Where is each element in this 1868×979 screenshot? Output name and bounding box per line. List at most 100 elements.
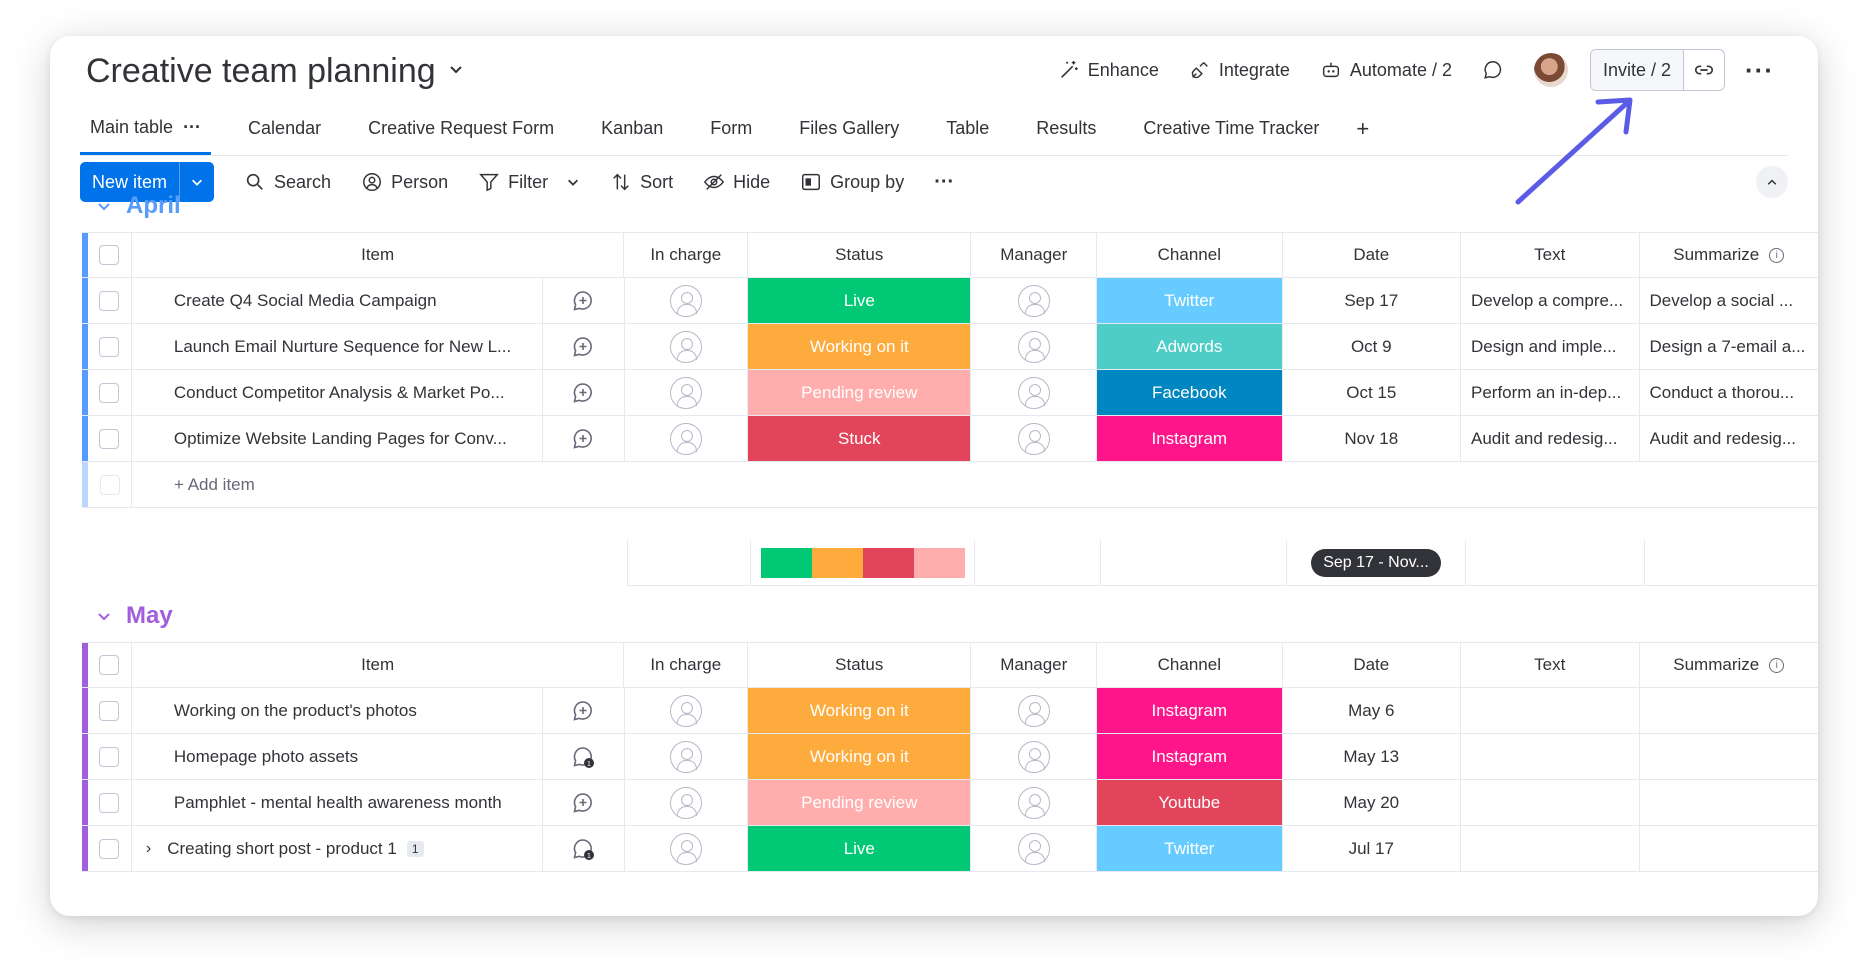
- status-cell[interactable]: Pending review: [748, 370, 972, 415]
- date-cell[interactable]: Sep 17: [1283, 278, 1461, 323]
- tab-kanban[interactable]: Kanban: [591, 102, 673, 155]
- text-cell[interactable]: [1461, 780, 1640, 825]
- text-cell[interactable]: Design and imple...: [1461, 324, 1640, 369]
- add-view-button[interactable]: +: [1356, 115, 1370, 141]
- updates-cell[interactable]: 1: [543, 826, 625, 871]
- more-options-icon[interactable]: ···: [1745, 54, 1774, 85]
- in-charge-cell[interactable]: [625, 688, 749, 733]
- date-cell[interactable]: Nov 18: [1283, 416, 1461, 461]
- info-icon[interactable]: i: [1769, 657, 1785, 673]
- status-cell[interactable]: Live: [748, 826, 972, 871]
- hide-button[interactable]: Hide: [703, 171, 770, 193]
- channel-cell[interactable]: Instagram: [1097, 688, 1283, 733]
- chevron-down-icon[interactable]: [566, 175, 580, 189]
- item-cell[interactable]: Conduct Competitor Analysis & Market Po.…: [132, 370, 543, 415]
- checkbox-cell[interactable]: [88, 416, 132, 461]
- checkbox[interactable]: [99, 245, 120, 265]
- status-cell[interactable]: Pending review: [748, 780, 972, 825]
- in-charge-cell[interactable]: [625, 734, 749, 779]
- column-header-text[interactable]: Text: [1461, 643, 1640, 687]
- summary-date[interactable]: Sep 17 - Nov...: [1287, 540, 1466, 586]
- column-header-text[interactable]: Text: [1461, 233, 1640, 277]
- group-header-may[interactable]: May: [96, 602, 173, 630]
- summarize-cell[interactable]: Audit and redesig...: [1640, 416, 1819, 461]
- status-cell[interactable]: Working on it: [748, 688, 972, 733]
- add-item-input[interactable]: + Add item: [174, 474, 255, 494]
- group-header-april[interactable]: April: [96, 192, 181, 220]
- copy-link-button[interactable]: [1684, 50, 1724, 90]
- manager-cell[interactable]: [971, 370, 1098, 415]
- column-header-channel[interactable]: Channel: [1097, 233, 1283, 277]
- updates-cell[interactable]: [543, 278, 625, 323]
- updates-cell[interactable]: [543, 370, 625, 415]
- collapse-header-button[interactable]: [1756, 166, 1788, 198]
- checkbox[interactable]: [99, 655, 120, 675]
- manager-cell[interactable]: [971, 416, 1098, 461]
- table-row[interactable]: Optimize Website Landing Pages for Conv.…: [82, 416, 1818, 462]
- date-cell[interactable]: Jul 17: [1283, 826, 1461, 871]
- checkbox[interactable]: [99, 428, 120, 449]
- checkbox[interactable]: [99, 382, 120, 403]
- item-cell[interactable]: Pamphlet - mental health awareness month: [132, 780, 543, 825]
- summarize-cell[interactable]: [1640, 734, 1819, 779]
- more-toolbar-icon[interactable]: ···: [934, 170, 955, 193]
- checkbox-cell[interactable]: [88, 688, 132, 733]
- date-range-chip[interactable]: Sep 17 - Nov...: [1311, 548, 1441, 577]
- board-title[interactable]: Creative team planning: [86, 46, 464, 96]
- in-charge-cell[interactable]: [625, 416, 749, 461]
- column-header-date[interactable]: Date: [1283, 643, 1462, 687]
- summarize-cell[interactable]: [1640, 688, 1819, 733]
- table-row[interactable]: Create Q4 Social Media Campaign Live Twi…: [82, 278, 1818, 324]
- in-charge-cell[interactable]: [625, 278, 749, 323]
- manager-cell[interactable]: [971, 278, 1098, 323]
- status-cell[interactable]: Working on it: [748, 324, 972, 369]
- checkbox[interactable]: [99, 700, 120, 721]
- text-cell[interactable]: Audit and redesig...: [1461, 416, 1640, 461]
- column-header-in-charge[interactable]: In charge: [624, 233, 749, 277]
- new-item-button[interactable]: New item: [80, 162, 181, 202]
- table-row[interactable]: Launch Email Nurture Sequence for New L.…: [82, 324, 1818, 370]
- channel-cell[interactable]: Twitter: [1097, 278, 1283, 323]
- manager-cell[interactable]: [971, 324, 1098, 369]
- checkbox-cell[interactable]: [88, 780, 132, 825]
- column-header-manager[interactable]: Manager: [971, 643, 1098, 687]
- invite-button[interactable]: Invite / 2: [1590, 50, 1685, 90]
- channel-cell[interactable]: Instagram: [1097, 416, 1283, 461]
- updates-cell[interactable]: 1: [543, 734, 625, 779]
- status-cell[interactable]: Live: [748, 278, 972, 323]
- tab-files-gallery[interactable]: Files Gallery: [789, 102, 909, 155]
- table-row[interactable]: › Creating short post - product 1 1 1 Li…: [82, 826, 1818, 872]
- date-cell[interactable]: May 13: [1283, 734, 1461, 779]
- chevron-right-icon[interactable]: ›: [145, 839, 152, 857]
- in-charge-cell[interactable]: [625, 826, 749, 871]
- updates-cell[interactable]: [543, 324, 625, 369]
- checkbox-cell[interactable]: [88, 734, 132, 779]
- summarize-cell[interactable]: Design a 7-email a...: [1640, 324, 1819, 369]
- tab-options-icon[interactable]: ···: [183, 116, 202, 137]
- group-by-button[interactable]: Group by: [800, 171, 904, 193]
- chevron-down-icon[interactable]: [96, 198, 112, 214]
- manager-cell[interactable]: [971, 688, 1098, 733]
- table-row[interactable]: Homepage photo assets 1 Working on it In…: [82, 734, 1818, 780]
- manager-cell[interactable]: [971, 780, 1098, 825]
- manager-cell[interactable]: [971, 826, 1098, 871]
- in-charge-cell[interactable]: [625, 370, 749, 415]
- text-cell[interactable]: [1461, 688, 1640, 733]
- avatar[interactable]: [1533, 53, 1568, 87]
- comments-button[interactable]: [1482, 59, 1504, 81]
- in-charge-cell[interactable]: [625, 780, 749, 825]
- checkbox-cell[interactable]: [88, 324, 132, 369]
- channel-cell[interactable]: Twitter: [1097, 826, 1283, 871]
- chevron-down-icon[interactable]: [96, 608, 112, 624]
- text-cell[interactable]: Perform an in-dep...: [1461, 370, 1640, 415]
- automate-button[interactable]: Automate / 2: [1320, 59, 1452, 81]
- item-cell[interactable]: Launch Email Nurture Sequence for New L.…: [132, 324, 543, 369]
- new-item-dropdown[interactable]: [180, 162, 214, 202]
- select-all-cell[interactable]: [88, 643, 132, 687]
- column-header-summarize[interactable]: Summarize i: [1640, 643, 1818, 687]
- column-header-status[interactable]: Status: [748, 233, 972, 277]
- channel-cell[interactable]: Youtube: [1097, 780, 1283, 825]
- updates-cell[interactable]: [543, 416, 625, 461]
- tab-creative-request-form[interactable]: Creative Request Form: [358, 102, 564, 155]
- item-cell[interactable]: Create Q4 Social Media Campaign: [132, 278, 543, 323]
